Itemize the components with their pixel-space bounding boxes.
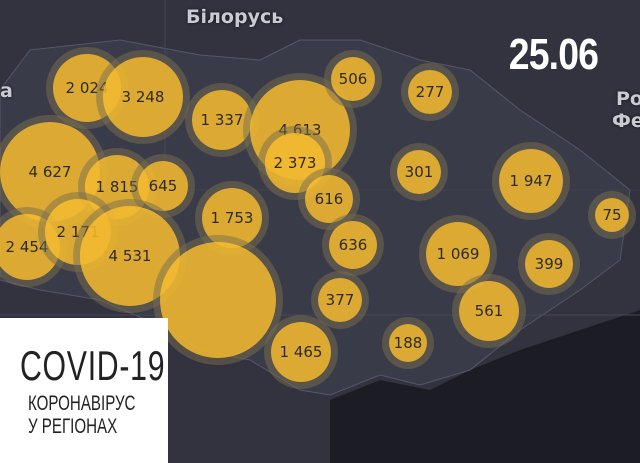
region-case-count: 3 248 <box>121 88 165 106</box>
label-belarus: Білорусь <box>186 6 284 28</box>
region-bubble: 561 <box>459 281 519 341</box>
region-bubble: 399 <box>525 240 573 288</box>
region-bubble <box>160 242 276 358</box>
region-bubble: 1 753 <box>202 188 262 248</box>
region-bubble: 301 <box>397 150 441 194</box>
region-case-count: 2 024 <box>65 79 109 97</box>
region-case-count: 636 <box>338 236 368 254</box>
region-bubble: 377 <box>318 278 362 322</box>
region-bubble: 188 <box>389 324 427 362</box>
region-case-count: 2 454 <box>5 238 49 256</box>
badge-line2: У РЕГІОНАХ <box>28 415 118 438</box>
region-bubble: 75 <box>595 198 629 232</box>
date-label: 25.06 <box>508 30 599 79</box>
region-bubble: 1 069 <box>426 222 490 286</box>
region-case-count: 75 <box>602 206 622 224</box>
region-bubble: 1 337 <box>192 90 252 150</box>
label-west-country: а <box>0 80 13 102</box>
region-case-count: 506 <box>338 70 368 88</box>
region-case-count: 188 <box>393 334 423 352</box>
region-bubble: 645 <box>138 161 188 211</box>
region-case-count: 1 465 <box>279 343 323 361</box>
badge-title: COVID-19 <box>20 342 166 389</box>
region-case-count: 1 337 <box>200 111 244 129</box>
region-case-count: 399 <box>534 255 564 273</box>
label-russia: Ро <box>616 88 640 110</box>
region-case-count: 1 753 <box>210 209 254 227</box>
badge-line1: КОРОНАВІРУС <box>28 392 136 415</box>
region-case-count: 4 627 <box>28 163 72 181</box>
region-bubble: 636 <box>329 221 377 269</box>
region-bubble: 3 248 <box>103 57 183 137</box>
sea <box>330 310 640 463</box>
label-federation: Фе <box>612 110 640 132</box>
region-case-count: 301 <box>404 163 434 181</box>
covid-badge: COVID-19 КОРОНАВІРУС У РЕГІОНАХ <box>0 318 168 463</box>
region-bubble: 506 <box>331 57 375 101</box>
region-case-count: 645 <box>148 177 178 195</box>
region-bubble: 616 <box>305 175 353 223</box>
region-case-count: 4 531 <box>108 247 152 265</box>
region-case-count: 1 947 <box>509 172 553 190</box>
region-case-count: 616 <box>314 190 344 208</box>
region-bubble: 1 947 <box>499 149 563 213</box>
region-case-count: 1 815 <box>95 178 139 196</box>
region-case-count: 561 <box>474 302 504 320</box>
region-bubble: 277 <box>408 70 452 114</box>
region-case-count: 2 373 <box>273 154 317 172</box>
region-case-count: 277 <box>415 83 445 101</box>
region-case-count: 377 <box>325 291 355 309</box>
region-bubble: 1 465 <box>271 322 331 382</box>
region-case-count: 1 069 <box>436 245 480 263</box>
